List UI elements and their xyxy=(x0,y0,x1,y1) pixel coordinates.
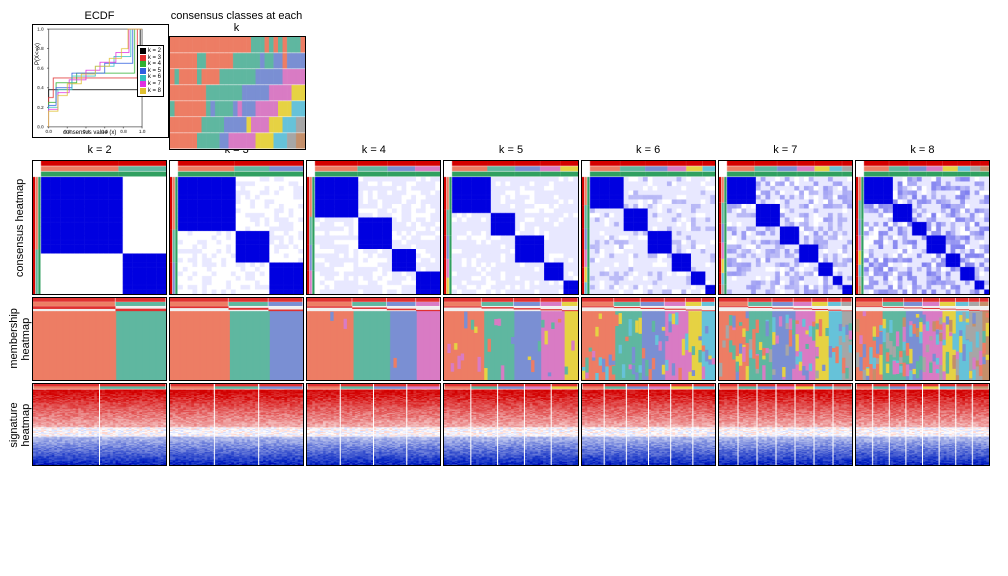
membership-k5 xyxy=(443,297,578,381)
consensus-k7 xyxy=(718,160,853,295)
ecdf-legend: k = 2k = 3k = 4k = 5k = 6k = 7k = 8 xyxy=(137,45,164,97)
membership-k4 xyxy=(306,297,441,381)
stacked-block: consensus classes at each k xyxy=(169,10,304,140)
signature-k5 xyxy=(443,383,578,467)
signature-k7 xyxy=(718,383,853,467)
signature-k4 xyxy=(306,383,441,467)
signature-k8 xyxy=(855,383,990,467)
stacked-panel xyxy=(169,36,306,150)
row-label-consensus: consensus heatmap xyxy=(10,160,30,295)
membership-k6 xyxy=(581,297,716,381)
col-label-k2: k = 2 xyxy=(32,142,167,158)
stacked-title: consensus classes at each k xyxy=(169,10,304,34)
consensus-k6 xyxy=(581,160,716,295)
ecdf-ylabel: P(X<=x) xyxy=(35,43,41,65)
consensus-k5 xyxy=(443,160,578,295)
top-spacer xyxy=(10,10,30,140)
col-label-k8: k = 8 xyxy=(855,142,990,158)
membership-k8 xyxy=(855,297,990,381)
ecdf-xlabel: consensus value (x) xyxy=(63,130,116,136)
signature-k3 xyxy=(169,383,304,467)
consensus-k4 xyxy=(306,160,441,295)
row-label-membership: membership heatmap xyxy=(10,297,30,381)
main-grid: k = 2 k = 3 k = 4 k = 5 k = 6 k = 7 k = … xyxy=(10,142,990,552)
ecdf-title: ECDF xyxy=(32,10,167,22)
col-label-k6: k = 6 xyxy=(581,142,716,158)
col-label-k7: k = 7 xyxy=(718,142,853,158)
col-label-k4: k = 4 xyxy=(306,142,441,158)
corner xyxy=(10,142,30,158)
col-label-k5: k = 5 xyxy=(443,142,578,158)
consensus-k8 xyxy=(855,160,990,295)
membership-k3 xyxy=(169,297,304,381)
consensus-k2 xyxy=(32,160,167,295)
ecdf-block: ECDF k = 2k = 3k = 4k = 5k = 6k = 7k = 8… xyxy=(32,10,167,140)
ecdf-panel: k = 2k = 3k = 4k = 5k = 6k = 7k = 8 P(X<… xyxy=(32,24,169,138)
membership-k7 xyxy=(718,297,853,381)
signature-k2 xyxy=(32,383,167,467)
top-row: ECDF k = 2k = 3k = 4k = 5k = 6k = 7k = 8… xyxy=(10,10,998,140)
stacked-canvas xyxy=(170,37,305,149)
membership-k2 xyxy=(32,297,167,381)
consensus-k3 xyxy=(169,160,304,295)
row-label-signature: signature heatmap xyxy=(10,383,30,467)
signature-k6 xyxy=(581,383,716,467)
